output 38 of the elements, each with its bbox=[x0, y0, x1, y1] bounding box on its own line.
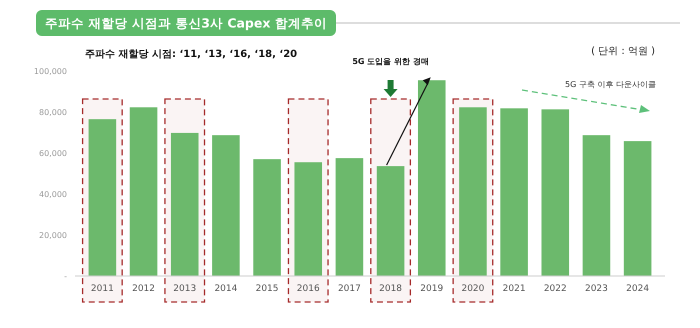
x-tick-label: 2023 bbox=[584, 284, 608, 294]
x-tick-label: 2017 bbox=[338, 284, 361, 294]
x-tick-label: 2022 bbox=[544, 284, 567, 294]
bar bbox=[376, 166, 404, 276]
text: 5G 도입을 위한 경매 bbox=[352, 57, 429, 66]
chart-subtitle: 주파수 재할당 시점: ‘11, ‘13, ‘16, ‘18, ‘20 bbox=[85, 49, 298, 60]
y-tick-label: 60,000 bbox=[39, 148, 67, 158]
y-tick-label: 100,000 bbox=[34, 66, 67, 76]
bar bbox=[130, 107, 158, 276]
x-tick-label: 2015 bbox=[256, 284, 279, 294]
y-tick-label: 20,000 bbox=[39, 230, 67, 240]
bar bbox=[212, 135, 240, 276]
text: ( 단위 : 억원 ) bbox=[591, 46, 656, 57]
bar bbox=[336, 158, 364, 276]
bar bbox=[88, 119, 116, 276]
chart-title: 주파수 재할당 시점과 통신3사 Capex 합계추이 bbox=[45, 16, 327, 30]
bar bbox=[500, 108, 528, 276]
x-tick-label: 2018 bbox=[379, 284, 402, 294]
bar bbox=[253, 159, 281, 276]
bar bbox=[541, 109, 570, 276]
bar bbox=[294, 162, 322, 276]
x-tick-label: 2011 bbox=[90, 284, 114, 294]
bar bbox=[624, 141, 652, 276]
bar bbox=[170, 132, 199, 276]
x-tick-label: 2020 bbox=[461, 284, 485, 294]
x-tick-label: 2012 bbox=[132, 284, 156, 294]
y-tick-label: 80,000 bbox=[39, 108, 67, 117]
annotation: 5G 구축 이후 다운사이클 bbox=[565, 80, 656, 89]
y-tick-label: 40,000 bbox=[39, 190, 67, 199]
y-tick-label: - bbox=[64, 272, 68, 281]
x-tick-label: 2016 bbox=[296, 284, 320, 294]
bar bbox=[582, 135, 610, 276]
bar bbox=[418, 80, 446, 276]
x-tick-label: 2021 bbox=[502, 284, 526, 294]
x-tick-label: 2014 bbox=[214, 284, 238, 294]
x-tick-label: 2024 bbox=[626, 284, 650, 294]
x-tick-label: 2019 bbox=[420, 284, 444, 294]
x-tick-label: 2013 bbox=[173, 284, 196, 294]
